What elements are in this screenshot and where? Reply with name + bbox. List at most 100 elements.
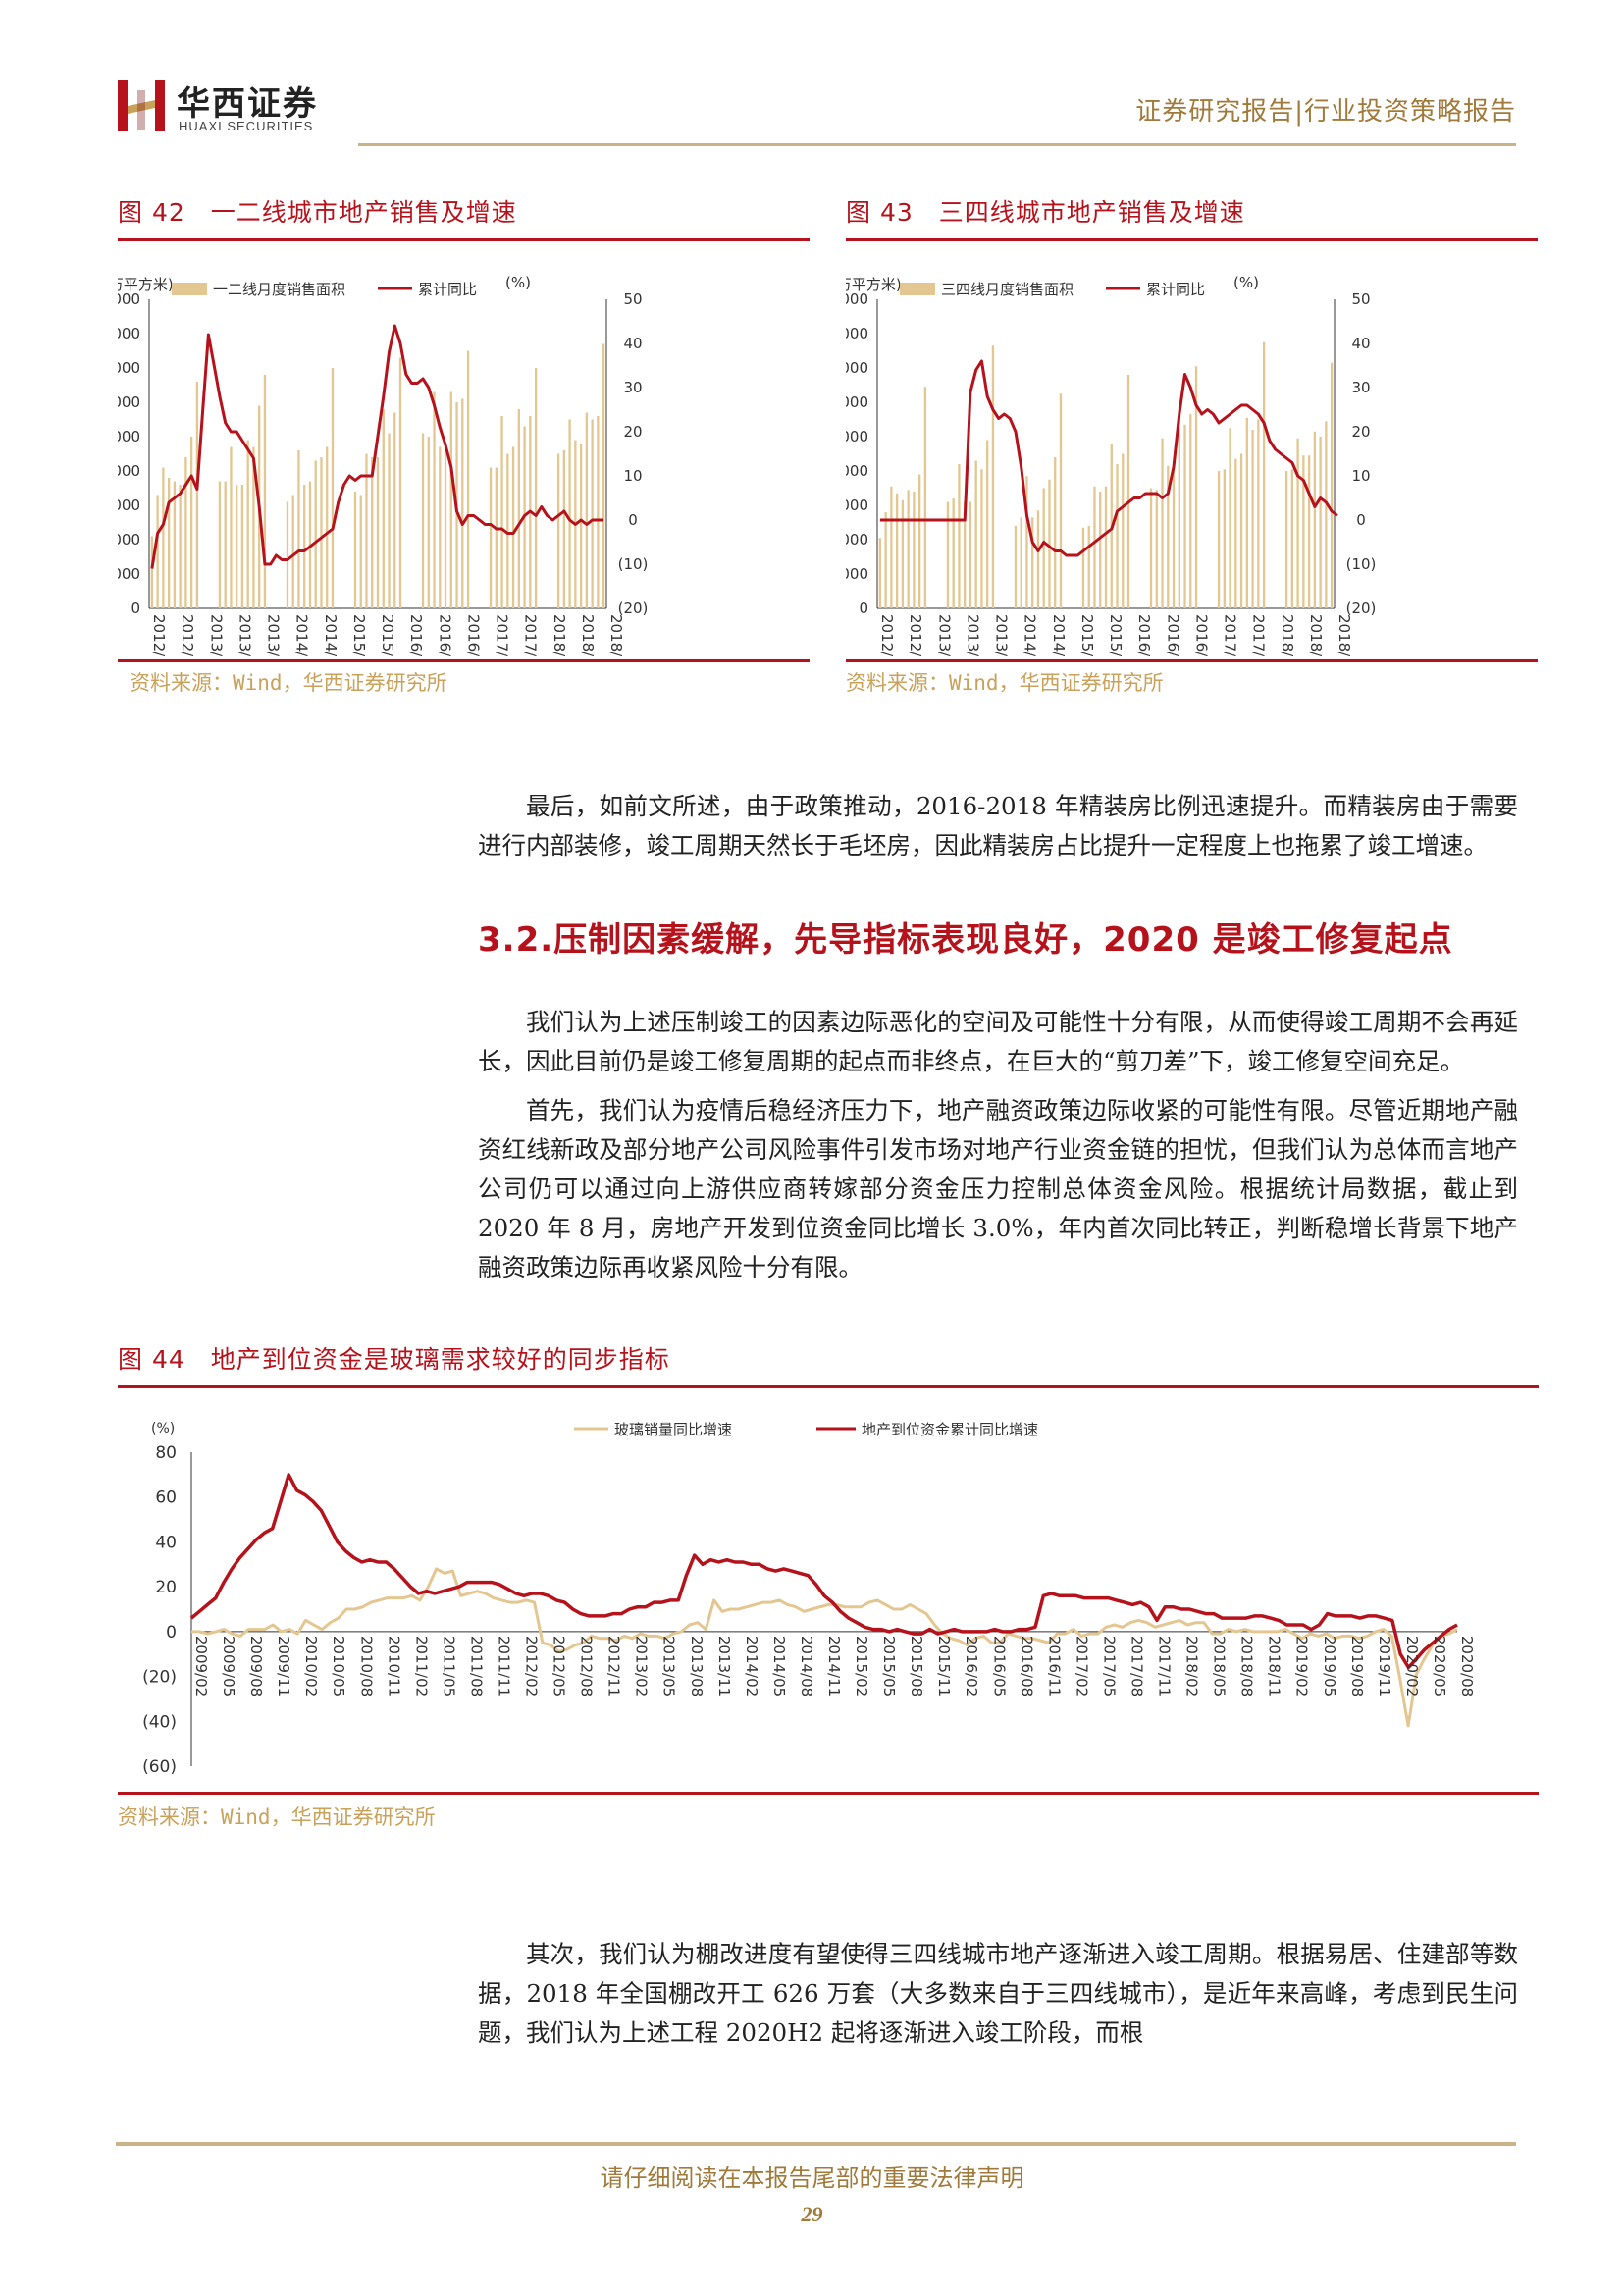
sales-bar [506, 453, 509, 608]
x-tick-label: 2019/05 [1321, 1636, 1338, 1696]
sales-bar [556, 453, 560, 608]
sales-bar [240, 485, 244, 608]
sales-bar [597, 416, 600, 608]
sales-bar [156, 495, 159, 608]
x-tick-label: 2012/09 [179, 614, 196, 657]
sales-bar [224, 481, 227, 608]
right-tick-label: 10 [623, 467, 642, 485]
x-tick-label: 2013/08 [688, 1636, 706, 1696]
left-tick-label: 12,000 [846, 393, 868, 411]
sales-bar [585, 412, 589, 608]
x-tick-label: 2015/03 [1078, 614, 1096, 657]
x-tick-label: 2012/05 [550, 1636, 568, 1696]
sales-bar [252, 446, 255, 608]
growth-line [150, 324, 604, 569]
left-tick-label: 0 [859, 600, 868, 617]
sales-bar [923, 387, 927, 608]
x-tick-label: 2009/05 [220, 1636, 237, 1696]
x-tick-label: 2020/08 [1458, 1636, 1476, 1696]
x-tick-label: 2016/01 [1135, 614, 1153, 657]
property-funds-line [189, 1473, 1458, 1670]
left-tick-label: 16,000 [846, 325, 868, 342]
x-tick-label: 2011/11 [495, 1636, 512, 1696]
x-tick-label: 2017/09 [1250, 614, 1268, 657]
sales-bar [579, 444, 583, 608]
sales-bar [1048, 479, 1051, 608]
fig43-source: 资料来源：Wind，华西证券研究所 [846, 671, 1164, 695]
x-tick-label: 2014/05 [293, 614, 311, 657]
sales-bar [969, 501, 972, 608]
sales-bar [1290, 469, 1294, 608]
sales-bar [602, 343, 605, 608]
right-tick-label: 50 [623, 290, 642, 308]
x-tick-label: 2017/08 [1127, 1636, 1145, 1696]
sales-bar [167, 478, 171, 608]
sales-bar [489, 467, 493, 608]
x-tick-label: 2014/10 [1050, 614, 1068, 657]
fig44-source: 资料来源：Wind，华西证券研究所 [118, 1805, 436, 1829]
left-axis-unit: (万平方米) [118, 276, 174, 293]
sales-bar [371, 457, 374, 608]
x-tick-label: 2018/07 [579, 614, 597, 657]
sales-bar [913, 492, 916, 608]
sales-bar [1116, 464, 1119, 608]
x-tick-label: 2020/05 [1431, 1636, 1448, 1696]
sales-bar [500, 416, 503, 608]
right-tick-label: 20 [1351, 423, 1370, 441]
sales-bar [1036, 510, 1040, 608]
x-tick-label: 2012/02 [523, 1636, 541, 1696]
sales-bar [1059, 393, 1063, 608]
x-tick-label: 2013/02 [207, 614, 225, 657]
sales-bar [353, 492, 357, 608]
right-tick-label: (20) [618, 600, 649, 617]
sales-bar [974, 460, 977, 608]
sales-bar [1122, 453, 1125, 608]
left-tick-label: 6,000 [118, 393, 140, 411]
sales-bar [195, 382, 199, 608]
x-tick-label: 2018/08 [1238, 1636, 1256, 1696]
paragraph-text: 我们认为上述压制竣工的因素边际恶化的空间及可能性十分有限，从而使得竣工周期不会再… [478, 1008, 1518, 1075]
paragraph-text: 最后，如前文所述，由于政策推动，2016-2018 年精装房比例迅速提升。而精装… [478, 792, 1518, 860]
y-tick-label: (40) [142, 1712, 177, 1732]
sales-bar [365, 453, 368, 608]
right-tick-label: 50 [1351, 290, 1370, 308]
section-heading: 3.2.压制因素缓解，先导指标表现良好，2020 是竣工修复起点 [478, 920, 1453, 960]
x-tick-label: 2019/11 [1376, 1636, 1393, 1696]
sales-bar [517, 409, 520, 608]
sales-bar [230, 446, 233, 608]
sales-bar [917, 474, 921, 608]
left-tick-label: 3,000 [118, 496, 140, 514]
sales-bar [162, 467, 165, 608]
fig44-bottom-rule [118, 1792, 1539, 1795]
sales-bar [895, 493, 899, 608]
right-tick-label: 20 [623, 423, 642, 441]
page-number: 29 [801, 2202, 823, 2226]
huaxi-logo-icon [118, 80, 165, 131]
right-tick-label: 10 [1351, 467, 1370, 485]
sales-bar [173, 481, 177, 608]
sales-bar [1234, 458, 1237, 608]
fig42-top-rule [118, 238, 810, 241]
x-tick-label: 2016/02 [963, 1636, 980, 1696]
sales-bar [986, 440, 989, 608]
x-tick-label: 2017/11 [1156, 1636, 1174, 1696]
x-tick-label: 2015/11 [935, 1636, 953, 1696]
sales-bar [1099, 492, 1102, 608]
sales-bar [1087, 526, 1090, 608]
legend-line-label: 累计同比 [1146, 281, 1205, 298]
right-tick-label: 40 [623, 335, 642, 352]
x-tick-label: 2014/05 [770, 1636, 788, 1696]
x-tick-label: 2012/04 [150, 614, 168, 657]
sales-bar [991, 345, 995, 608]
fig44-title: 图 44 地产到位资金是玻璃需求较好的同步指标 [118, 1345, 670, 1374]
sales-bar [1042, 488, 1045, 608]
x-tick-label: 2014/11 [825, 1636, 843, 1696]
left-tick-label: 14,000 [846, 359, 868, 377]
sales-bar [376, 457, 380, 608]
left-tick-label: 8,000 [846, 462, 868, 480]
left-tick-label: 10,000 [846, 428, 868, 445]
sales-bar [1172, 464, 1176, 608]
x-tick-label: 2018/11 [1266, 1636, 1283, 1696]
sales-bar [433, 391, 436, 608]
report-type: 证券研究报告|行业投资策略报告 [1135, 97, 1516, 127]
